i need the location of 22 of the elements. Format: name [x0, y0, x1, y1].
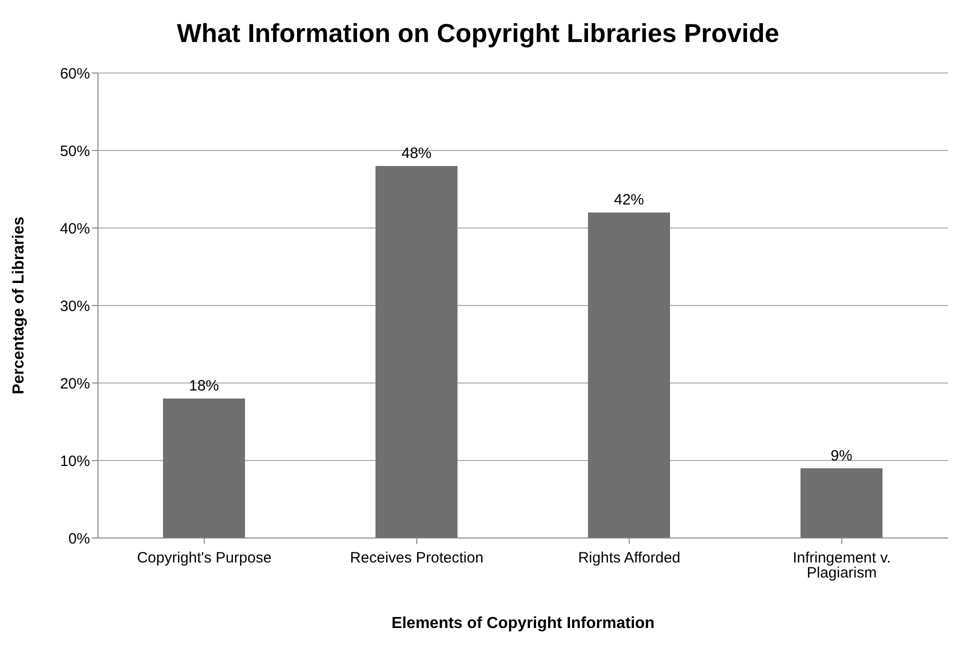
y-tick-label: 10% [60, 452, 90, 470]
x-axis-title: Elements of Copyright Information [391, 615, 655, 632]
chart-title: What Information on Copyright Libraries Provide [176, 18, 780, 49]
bar [800, 468, 882, 538]
y-tick-label: 20% [60, 375, 90, 392]
x-tick-label: Infringement v. Plagiarism [792, 550, 891, 582]
x-tick-label: Rights Afforded [578, 550, 680, 567]
y-tick-label: 0% [68, 530, 90, 548]
data-label: 18% [188, 378, 220, 394]
data-label: 9% [830, 447, 852, 464]
bar [163, 398, 245, 538]
y-axis-title: Percentage of Libraries [10, 216, 28, 394]
x-tick-label: Receives Protection [350, 550, 484, 567]
y-tick-label: 50% [60, 142, 90, 160]
data-label: 48% [401, 145, 432, 162]
x-tick-label: Copyright's Purpose [136, 550, 272, 567]
y-tick-label: 30% [60, 298, 90, 315]
bar [588, 212, 670, 538]
bar [376, 166, 458, 538]
y-tick-label: 40% [60, 220, 90, 238]
data-label: 42% [614, 192, 644, 208]
y-tick-label: 60% [60, 65, 90, 82]
